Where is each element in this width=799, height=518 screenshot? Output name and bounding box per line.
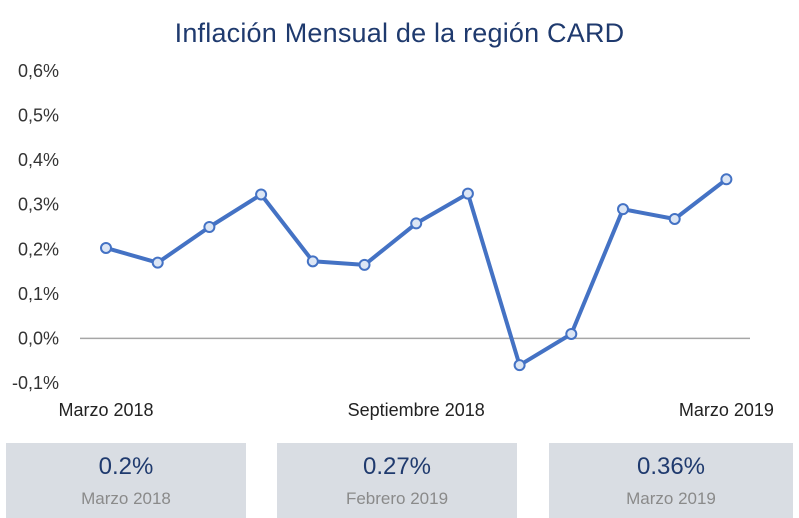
data-point — [461, 187, 474, 200]
data-point — [565, 327, 578, 340]
summary-card-label: Marzo 2019 — [626, 489, 716, 508]
summary-card-label: Febrero 2019 — [345, 489, 449, 508]
x-tick-label: Marzo 2019 — [679, 400, 774, 420]
data-points — [100, 173, 733, 372]
series-line — [105, 177, 728, 368]
summary-cards: 0.2% Marzo 2018 0.27% Febrero 2019 0.36%… — [0, 443, 799, 518]
data-point — [151, 256, 164, 269]
data-point — [255, 188, 268, 201]
data-point — [720, 173, 733, 186]
y-tick-label: 0,6% — [18, 61, 59, 81]
x-tick-label: Marzo 2018 — [58, 400, 153, 420]
y-axis-ticks: -0,1% 0,0% 0,1% 0,2% 0,3% 0,4% 0,5% 0,6% — [12, 61, 59, 393]
data-point — [513, 359, 526, 372]
x-axis-ticks: Marzo 2018 Septiembre 2018 Marzo 2019 — [58, 400, 773, 420]
y-tick-label: 0,2% — [18, 239, 59, 259]
summary-card-value: 0.27% — [362, 453, 432, 480]
y-tick-label: 0,4% — [18, 150, 59, 170]
summary-card-3: 0.36% Marzo 2019 — [549, 443, 793, 518]
data-point — [668, 212, 681, 225]
data-point — [100, 241, 112, 254]
summary-card-2: 0.27% Febrero 2019 — [277, 443, 517, 518]
data-point — [410, 217, 423, 230]
y-tick-label: -0,1% — [12, 373, 59, 393]
data-point — [617, 203, 629, 216]
summary-card-1: 0.2% Marzo 2018 — [6, 443, 246, 518]
y-tick-label: 0,0% — [18, 328, 59, 348]
summary-card-value: 0.36% — [636, 453, 706, 480]
data-point — [358, 258, 371, 271]
data-point — [203, 221, 216, 233]
chart-title: Inflación Mensual de la región CARD — [174, 18, 625, 48]
y-tick-label: 0,3% — [18, 195, 59, 215]
y-tick-label: 0,1% — [18, 284, 59, 304]
summary-card-label: Marzo 2018 — [81, 489, 171, 508]
line-chart: -0,1% 0,0% 0,1% 0,2% 0,3% 0,4% 0,5% 0,6% Marzo … — [12, 61, 774, 420]
summary-card-value: 0.2% — [98, 453, 154, 480]
data-point — [306, 255, 319, 268]
y-tick-label: 0,5% — [18, 106, 59, 126]
x-tick-label: Septiembre 2018 — [348, 400, 485, 420]
